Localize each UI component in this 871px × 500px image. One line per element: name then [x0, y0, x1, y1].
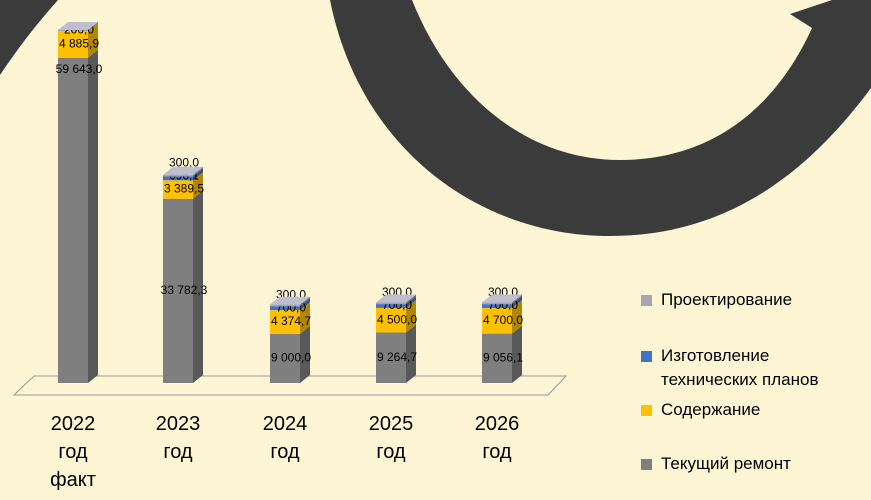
background-swoosh: [330, 0, 871, 236]
bar-side: [406, 296, 416, 308]
bar-side: [300, 298, 310, 311]
bar-side: [300, 325, 310, 383]
data-label: 9 264,7: [377, 350, 417, 364]
data-label: 9 000,0: [271, 351, 311, 365]
bar-front: [58, 30, 88, 32]
bar-side: [512, 296, 522, 308]
bar-side: [406, 324, 416, 383]
legend-swatch: [641, 459, 652, 470]
bar-front: [482, 333, 512, 383]
background-band: [0, 0, 58, 75]
bar-side: [300, 296, 310, 307]
bar-front: [482, 304, 512, 308]
bar-front: [163, 180, 193, 199]
x-tick-label: 2025 год: [368, 413, 414, 463]
bar-front: [376, 332, 406, 383]
data-label: 4 885,9: [59, 37, 99, 51]
data-label: 4 500,0: [377, 312, 417, 326]
bar-side: [512, 294, 522, 305]
bar-side: [88, 22, 98, 32]
data-label: 300,0: [169, 156, 199, 170]
x-tick-label: 2023 год: [155, 413, 201, 463]
bar-side: [88, 23, 98, 58]
bar-top: [163, 166, 203, 175]
bar-front: [270, 306, 300, 311]
x-tick-label: 2022 год факт: [50, 413, 96, 491]
legend-swatch: [641, 295, 652, 306]
bar-front: [163, 176, 193, 181]
x-tick-label: 2026 год: [474, 413, 520, 463]
legend-entry: Текущий ремонт: [641, 452, 869, 476]
bar-top: [376, 294, 416, 303]
legend-label: Проектирование: [661, 290, 793, 309]
bar-top: [270, 296, 310, 305]
bar-side: [193, 172, 203, 199]
bar-side: [300, 302, 310, 334]
floor: [12, 375, 568, 396]
bar-front: [163, 174, 193, 177]
data-label: 9 056,1: [483, 350, 523, 364]
bar-side: [193, 166, 203, 177]
data-label: 3 389,5: [164, 182, 204, 196]
legend-label: Текущий ремонт: [661, 454, 791, 473]
bar-front: [58, 31, 88, 58]
data-label: 33 782,3: [161, 283, 208, 297]
bar-front: [163, 198, 193, 383]
bar-front: [482, 307, 512, 334]
bar-front: [270, 310, 300, 334]
legend-label: Содержание: [661, 400, 761, 419]
bar-front: [376, 304, 406, 308]
x-tick-label: 2024 год: [262, 413, 308, 463]
data-label: 4 374,7: [271, 314, 311, 328]
bar-side: [88, 49, 98, 384]
bar-top: [58, 22, 98, 30]
bar-top: [482, 294, 522, 303]
legend-entry: Проектирование: [641, 288, 869, 312]
data-label: 4 700,0: [483, 313, 523, 327]
bar-front: [376, 307, 406, 333]
bar-side: [193, 168, 203, 181]
bar-front: [58, 57, 88, 384]
legend-label: Изготовление технических планов: [661, 346, 819, 389]
bar-side: [512, 299, 522, 334]
bar-front: [270, 304, 300, 307]
legend-swatch: [641, 351, 652, 362]
legend-entry: Изготовление технических планов: [641, 344, 869, 392]
legend-entry: Содержание: [641, 398, 869, 422]
bar-front: [376, 302, 406, 305]
data-label: 59 643,0: [56, 62, 103, 76]
bar-front: [482, 302, 512, 305]
bar-side: [406, 299, 416, 333]
bar-side: [406, 294, 416, 305]
bar-front: [270, 333, 300, 383]
bar-side: [193, 190, 203, 383]
bar-side: [512, 325, 522, 383]
legend-swatch: [641, 405, 652, 416]
